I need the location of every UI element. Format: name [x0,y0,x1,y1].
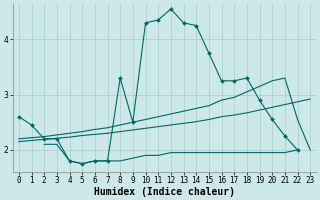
X-axis label: Humidex (Indice chaleur): Humidex (Indice chaleur) [94,186,235,197]
